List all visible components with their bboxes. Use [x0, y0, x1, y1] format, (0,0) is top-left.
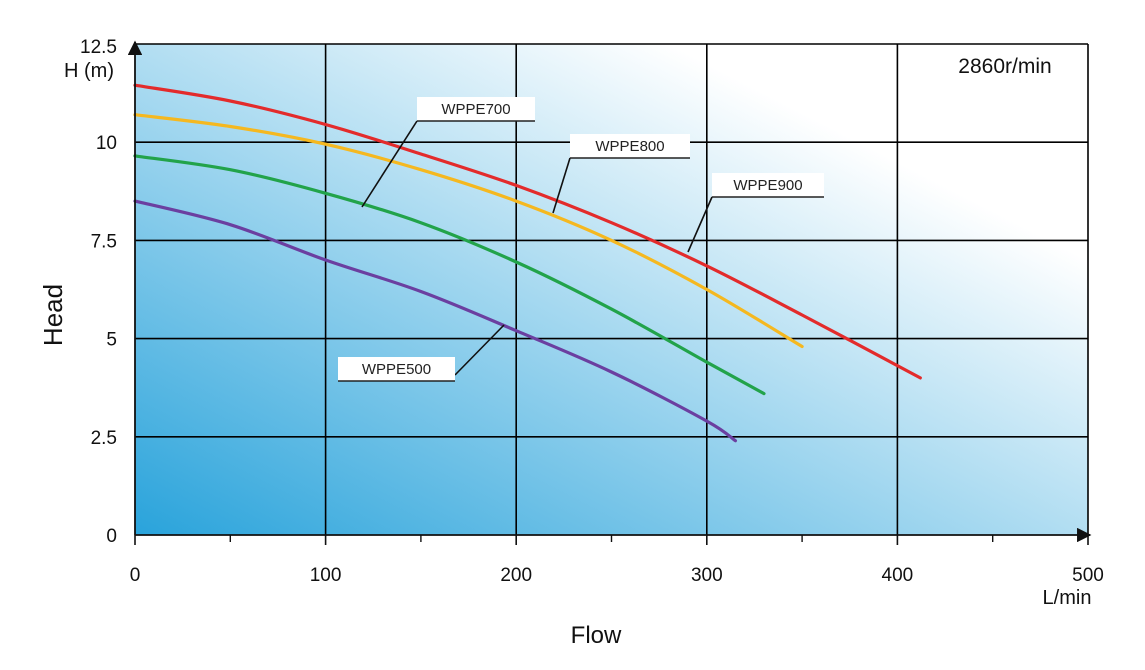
- y-tick-label: 7.5: [91, 231, 117, 252]
- callout-label: WPPE800: [595, 138, 664, 155]
- callout-label: WPPE900: [733, 177, 802, 194]
- tick-labels: 0 100 200 300 400 500 0 2.5 5 7.5 10 12.5: [80, 37, 1104, 586]
- callout-label-box: [712, 173, 824, 197]
- curve-callouts: WPPE700 WPPE800 WPPE900 WPPE500: [338, 97, 824, 382]
- callout-label-box: [570, 134, 690, 158]
- speed-label: 2860r/min: [958, 55, 1051, 78]
- x-tick-label: 200: [500, 565, 532, 586]
- series-line-wppe900: [133, 83, 922, 380]
- callout-leader-line: [454, 324, 505, 376]
- x-tick-label: 300: [691, 565, 723, 586]
- x-tick-label: 400: [882, 565, 914, 586]
- y-axis-title: Head: [38, 284, 68, 346]
- callout-label: WPPE500: [362, 361, 431, 378]
- x-tick-label: 500: [1072, 565, 1104, 586]
- series-line-wppe700: [133, 154, 766, 396]
- y-tick-label: 2.5: [91, 428, 117, 449]
- callout-wppe700: WPPE700: [361, 97, 535, 208]
- callout-leader-line: [687, 196, 713, 253]
- y-tick-label: 12.5: [80, 37, 117, 58]
- series-line-wppe800: [133, 113, 804, 349]
- x-axis-title: Flow: [571, 622, 622, 649]
- callout-label-box: [417, 97, 535, 121]
- y-axis-unit: H (m): [64, 60, 114, 82]
- callout-leader-line: [361, 120, 418, 208]
- pump-curves: [133, 83, 922, 443]
- callout-leader-line: [552, 157, 571, 214]
- y-tick-label: 10: [96, 133, 117, 154]
- x-axis-unit: L/min: [1043, 587, 1092, 609]
- x-tick-label: 0: [130, 565, 141, 586]
- callout-wppe500: WPPE500: [338, 324, 505, 382]
- callout-wppe800: WPPE800: [552, 134, 690, 214]
- series-line-wppe500: [133, 199, 737, 443]
- x-tick-label: 100: [310, 565, 342, 586]
- y-tick-label: 5: [106, 330, 117, 351]
- plot-background: [135, 44, 1088, 535]
- callout-label-box: [338, 357, 455, 381]
- axes: [127, 40, 1092, 545]
- callout-label: WPPE700: [441, 101, 510, 118]
- y-tick-label: 0: [106, 526, 117, 547]
- callout-wppe900: WPPE900: [687, 173, 824, 253]
